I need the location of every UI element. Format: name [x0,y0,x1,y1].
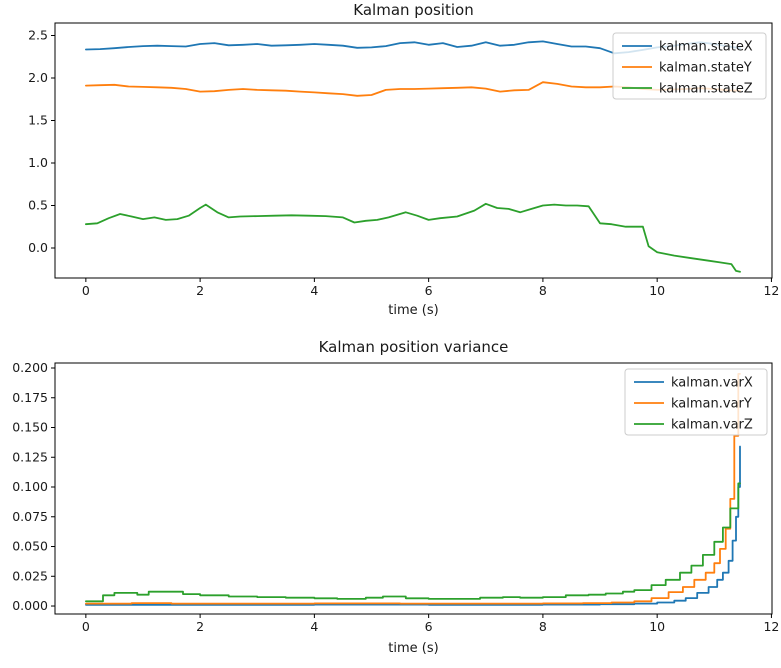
x-tick-label: 8 [539,283,547,298]
y-tick-label: 0.075 [12,509,48,524]
x-tick-label: 6 [425,619,433,634]
y-tick-label: 0.0 [28,240,48,255]
legend-label: kalman.stateZ [659,82,753,97]
x-axis-label-position: time (s) [388,303,439,318]
legend-frame [612,32,767,100]
chart-position: 0 2 4 6 8 10 12 0.0 0.5 1.0 1.5 2.0 2.5 kalman.stateX… [28,22,779,298]
chart-title-position: Kalman position [353,1,474,19]
y-tick-label: 2.0 [28,70,48,85]
x-tick-label: 8 [539,619,547,634]
x-tick-label: 12 [763,619,779,634]
x-tick-label: 4 [310,619,318,634]
legend-position: kalman.stateX kalman.stateY kalman.stateZ [612,32,767,100]
series-line-kalman-varY [85,373,741,605]
x-axis-label-variance: time (s) [388,641,439,656]
y-tick-label: 0.100 [12,479,48,494]
y-tick-label: 0.200 [12,360,48,375]
legend-label: kalman.stateX [659,40,753,55]
series-line-kalman-stateZ [85,202,741,273]
y-tick-label: 0.025 [12,568,48,583]
x-tick-label: 6 [425,283,433,298]
series-line-kalman-varZ [85,482,741,603]
legend-label: kalman.stateY [659,61,752,76]
legend-variance: kalman.varX kalman.varY kalman.varZ [624,368,768,436]
chart-variance: 0 2 4 6 8 10 12 0.000 0.025 0.050 0.075 0.100 0.125 0… [12,360,779,634]
y-tick-label: 0.5 [28,198,48,213]
legend-frame [624,368,768,436]
x-tick-label: 2 [196,619,204,634]
y-tick-label: 1.0 [28,155,48,170]
axes-spines-position [54,22,773,279]
y-tick-label: 0.175 [12,390,48,405]
chart-title-variance: Kalman position variance [318,338,509,356]
y-tick-label: 2.5 [28,28,48,43]
x-tick-label: 10 [649,619,665,634]
series-line-kalman-varX [85,445,741,606]
legend-label: kalman.varX [671,376,753,391]
legend-label: kalman.varY [671,397,752,412]
legend-label: kalman.varZ [671,418,753,433]
x-tick-label: 2 [196,283,204,298]
y-tick-label: 0.000 [12,598,48,613]
x-tick-label: 4 [310,283,318,298]
axes-spines-variance [54,362,773,615]
y-tick-label: 1.5 [28,113,48,128]
x-tick-label: 0 [82,283,90,298]
y-tick-label: 0.125 [12,449,48,464]
y-tick-label: 0.050 [12,539,48,554]
x-tick-label: 12 [763,283,779,298]
y-tick-label: 0.150 [12,420,48,435]
x-tick-label: 0 [82,619,90,634]
x-tick-label: 10 [649,283,665,298]
